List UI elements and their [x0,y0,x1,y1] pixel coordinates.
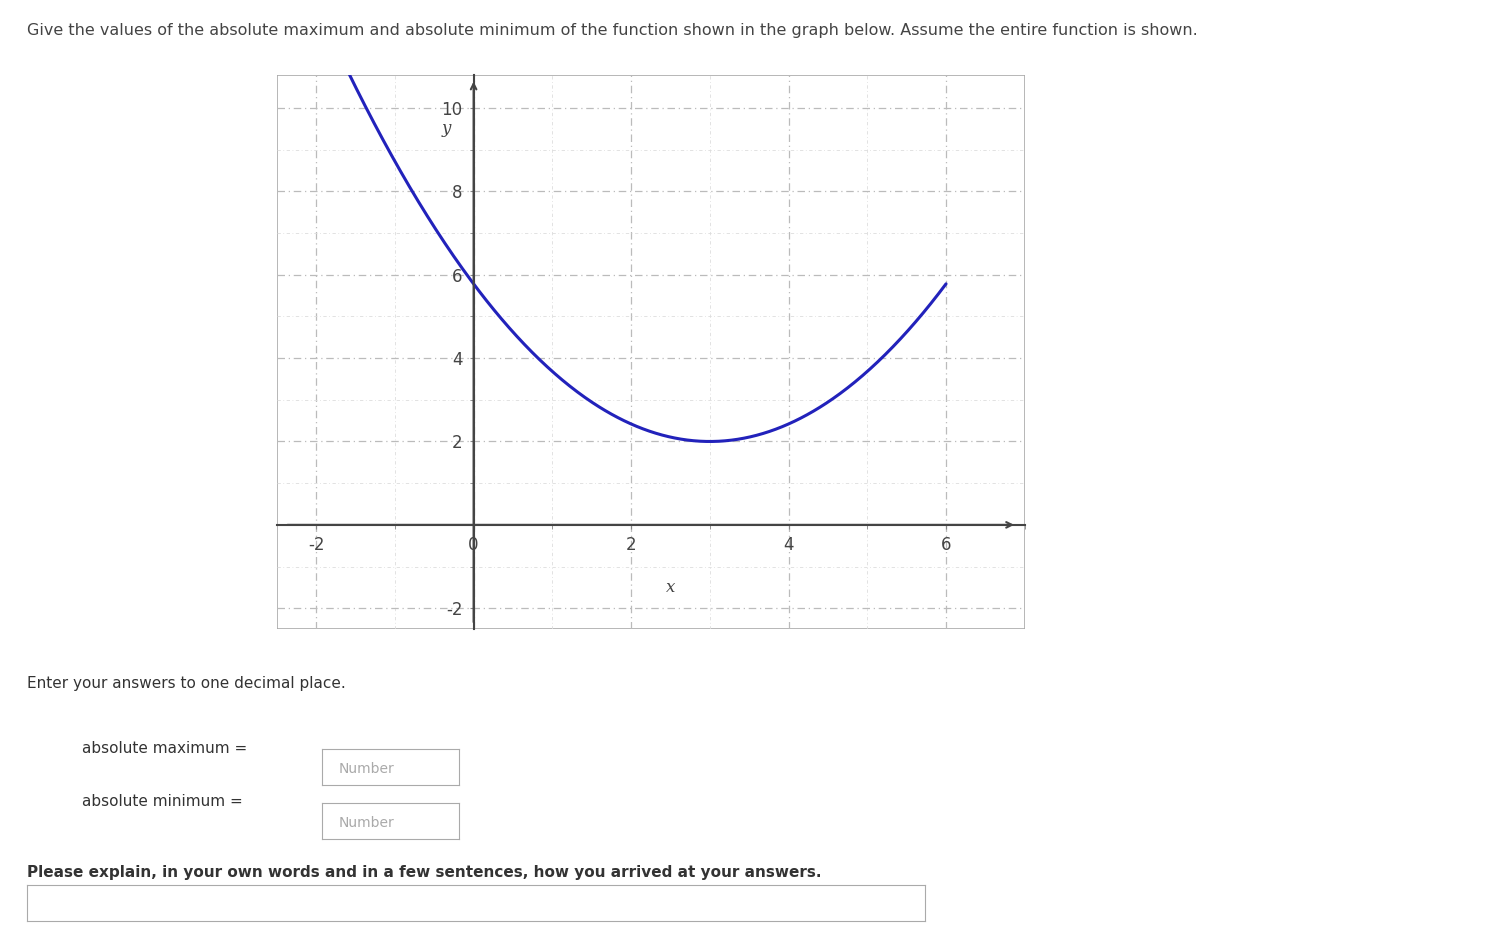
Text: Number: Number [338,816,393,829]
Text: Please explain, in your own words and in a few sentences, how you arrived at you: Please explain, in your own words and in… [27,865,821,880]
Text: absolute maximum =: absolute maximum = [82,741,247,756]
Text: x: x [666,579,675,596]
Text: Give the values of the absolute maximum and absolute minimum of the function sho: Give the values of the absolute maximum … [27,23,1198,38]
Text: absolute minimum =: absolute minimum = [82,794,242,809]
Text: Number: Number [338,761,393,775]
Text: y: y [441,120,450,137]
Text: Enter your answers to one decimal place.: Enter your answers to one decimal place. [27,676,346,691]
